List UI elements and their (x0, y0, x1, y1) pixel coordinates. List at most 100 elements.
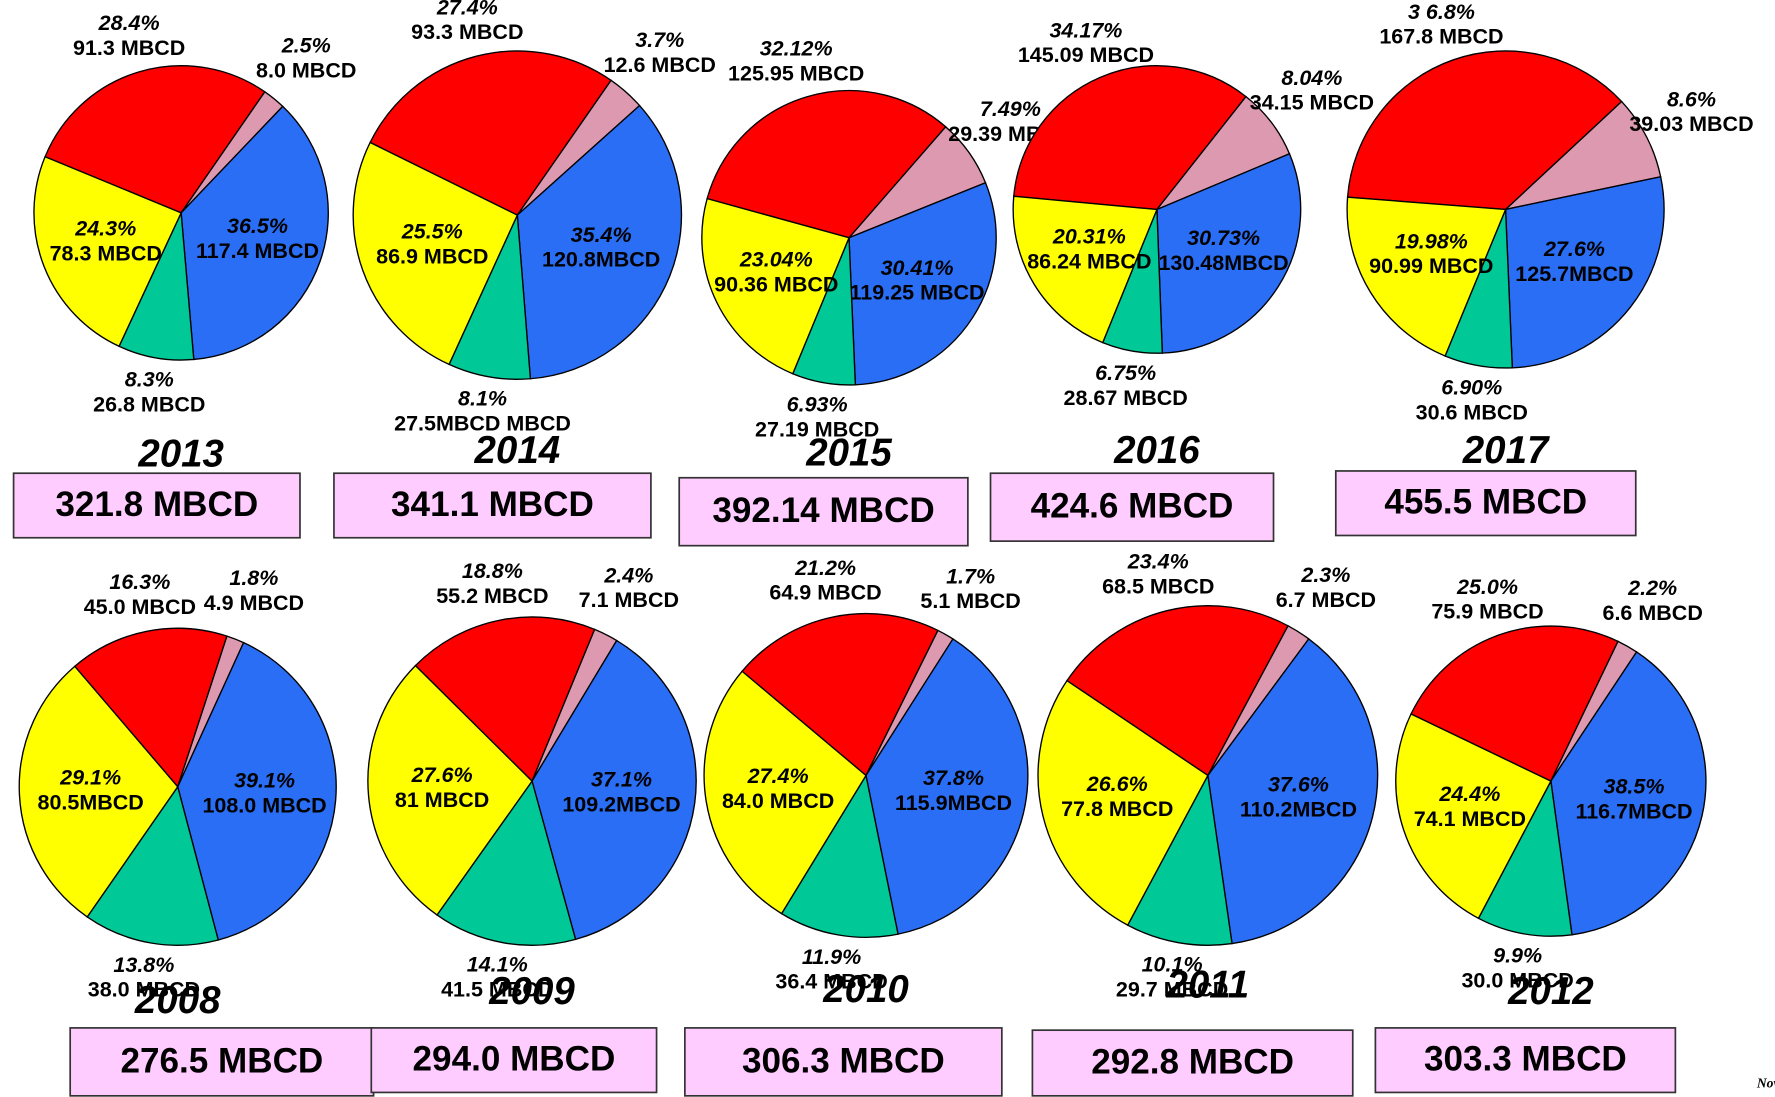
slice-percent-label: 25.5% (401, 220, 463, 244)
pie-slice (516, 104, 683, 380)
pie-slice (1207, 637, 1379, 945)
slice-percent-label: 2.5% (281, 33, 331, 57)
pie-slice (33, 155, 183, 348)
slice-amount-label: 167.8 MBCD (1379, 25, 1503, 49)
slice-percent-label: 8.1% (458, 387, 507, 411)
year-title: 2015 (805, 431, 892, 474)
total-label: 321.8 MBCD (55, 485, 258, 524)
slice-amount-label: 81 MBCD (395, 788, 489, 812)
slice-amount-label: 109.2MBCD (562, 793, 680, 817)
slice-amount-label: 125.7MBCD (1515, 262, 1633, 286)
total-label: 303.3 MBCD (1424, 1040, 1627, 1079)
pie-slice (741, 612, 939, 777)
total-box (1031, 1029, 1354, 1097)
slice-amount-label: 41.5 MBCD (441, 978, 553, 1002)
pie-slice (1477, 778, 1573, 937)
slice-amount-label: 77.8 MBCD (1061, 797, 1173, 821)
year-title: 2017 (1462, 429, 1550, 472)
slice-percent-label: 25.0% (1456, 575, 1518, 599)
slice-percent-label: 8.3% (125, 368, 174, 392)
slice-percent-label: 24.4% (1438, 782, 1500, 806)
slice-percent-label: 6.75% (1095, 361, 1156, 385)
slice-amount-label: 38.0 MBCD (88, 978, 200, 1002)
slice-amount-label: 12.6 MBCD (604, 53, 716, 77)
slice-amount-label: 115.9MBCD (895, 791, 1012, 815)
slice-percent-label: 27.6% (411, 763, 473, 787)
slice-percent-label: 1.7% (946, 564, 995, 588)
pie-slice (436, 779, 577, 946)
pie-slice (369, 50, 612, 216)
pie-slice (414, 616, 596, 783)
slice-amount-label: 78.3 MBCD (50, 241, 162, 265)
pie-slice (367, 664, 533, 916)
total-label: 294.0 MBCD (413, 1040, 616, 1079)
slice-amount-label: 108.0 MBCD (202, 793, 326, 817)
slice-amount-label: 90.99 MBCD (1369, 254, 1493, 278)
slice-amount-label: 6.6 MBCD (1603, 601, 1703, 625)
slice-amount-label: 130.48MBCD (1158, 251, 1288, 275)
slice-amount-label: 116.7MBCD (1575, 799, 1692, 823)
total-box (12, 472, 301, 539)
slice-amount-label: 93.3 MBCD (411, 20, 523, 44)
pie-slice (1037, 679, 1209, 927)
pie-slice (1012, 195, 1158, 344)
slice-amount-label: 86.24 MBCD (1027, 250, 1151, 274)
year-title: 2009 (488, 970, 575, 1013)
pie-slice (73, 627, 228, 789)
pie-slice (848, 181, 997, 386)
total-box (684, 1027, 1003, 1097)
pie-slice (1550, 650, 1707, 936)
slice-percent-label: 14.1% (467, 953, 528, 977)
total-label: 306.3 MBCD (742, 1041, 945, 1080)
pie-slice (1346, 196, 1507, 357)
slice-percent-label: 32.12% (760, 36, 833, 60)
slice-percent-label: 3 6.8% (1408, 0, 1475, 24)
total-label: 292.8 MBCD (1091, 1042, 1294, 1081)
pie-slice (1504, 175, 1665, 369)
pie-slice (86, 785, 220, 946)
slice-amount-label: 28.67 MBCD (1064, 386, 1188, 410)
pie-slice (1395, 713, 1552, 920)
total-label: 392.14 MBCD (712, 491, 934, 530)
slice-percent-label: 8.6% (1667, 87, 1716, 111)
total-box (370, 1027, 658, 1094)
slice-amount-label: 26.8 MBCD (93, 393, 205, 417)
slice-percent-label: 30.73% (1187, 226, 1260, 250)
slice-percent-label: 30.41% (881, 256, 954, 280)
year-title: 2011 (1165, 963, 1249, 1006)
pie-slice (1066, 605, 1289, 777)
slice-percent-label: 23.4% (1127, 550, 1189, 574)
year-title: 2016 (1113, 429, 1200, 472)
slice-amount-label: 45.0 MBCD (84, 595, 196, 619)
year-title: 2012 (1507, 970, 1594, 1013)
slice-amount-label: 110.2MBCD (1240, 797, 1357, 821)
slice-amount-label: 34.15 MBCD (1250, 91, 1374, 115)
slice-amount-label: 6.7 MBCD (1276, 588, 1376, 612)
footnote: Nov 2 (1756, 1076, 1775, 1091)
slice-amount-label: 120.8MBCD (542, 248, 660, 272)
total-label: 455.5 MBCD (1384, 483, 1587, 522)
slice-percent-label: 6.93% (787, 393, 848, 417)
pie-slice (1126, 773, 1233, 946)
slice-percent-label: 1.8% (229, 566, 278, 590)
slice-percent-label: 27.4% (436, 0, 498, 19)
slice-percent-label: 16.3% (109, 570, 170, 594)
slice-amount-label: 75.9 MBCD (1431, 600, 1543, 624)
pie-slice (1410, 625, 1619, 783)
pie-slice (44, 65, 266, 214)
slice-amount-label: 39.03 MBCD (1629, 112, 1753, 136)
pie-slice (1503, 100, 1662, 211)
pie-slice (706, 89, 947, 239)
pie-slice (352, 141, 519, 366)
total-box (1374, 1027, 1677, 1094)
slice-percent-label: 37.6% (1268, 773, 1329, 797)
year-title: 2008 (134, 979, 221, 1022)
slice-percent-label: 37.1% (591, 768, 652, 792)
slice-amount-label: 4.9 MBCD (204, 591, 304, 615)
slice-amount-label: 84.0 MBCD (722, 789, 834, 813)
slice-amount-label: 119.25 MBCD (850, 281, 985, 305)
slice-amount-label: 30.6 MBCD (1416, 400, 1528, 424)
slice-percent-label: 21.2% (794, 556, 856, 580)
slice-amount-label: 117.4 MBCD (196, 239, 319, 263)
